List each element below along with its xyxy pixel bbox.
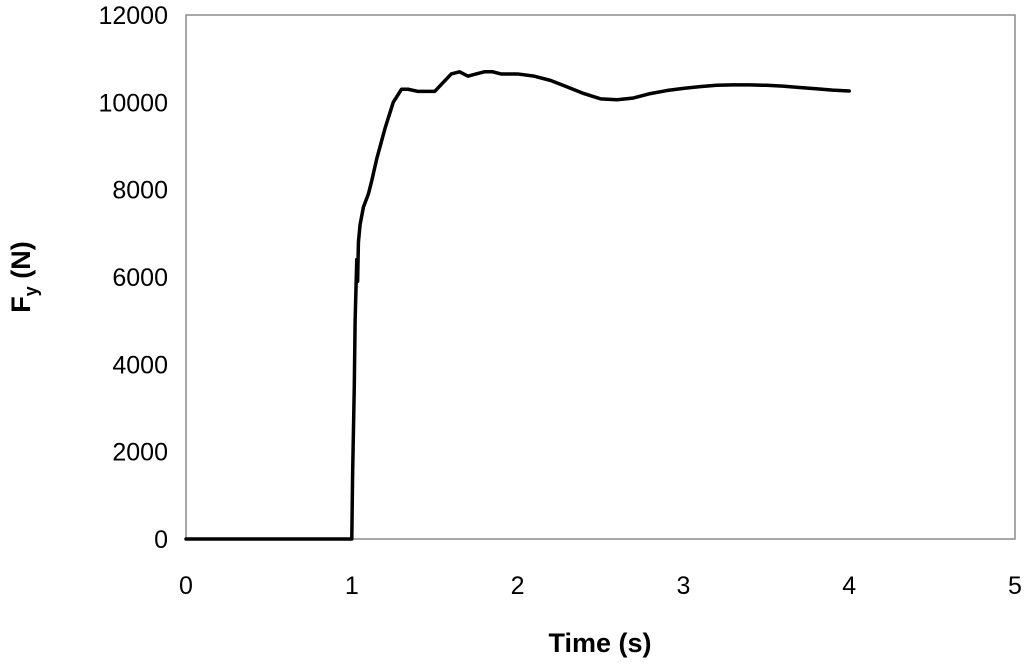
x-tick-label: 2 — [511, 572, 525, 600]
y-tick-label: 0 — [154, 526, 168, 554]
y-axis-title-main: F — [6, 296, 36, 313]
x-tick-label: 3 — [676, 572, 690, 600]
x-tick-label: 4 — [842, 572, 856, 600]
y-axis-title-subscript: y — [21, 286, 41, 296]
y-axis-title-unit: (N) — [6, 241, 36, 286]
x-tick-label: 5 — [1008, 572, 1022, 600]
x-axis-ticks: 0 1 2 3 4 5 — [179, 572, 1022, 600]
y-tick-label: 6000 — [112, 264, 168, 292]
series-line — [184, 70, 851, 541]
y-tick-label: 2000 — [112, 439, 168, 467]
x-tick-label: 0 — [179, 572, 193, 600]
plot-frame — [185, 14, 1016, 540]
x-tick-label: 1 — [345, 572, 359, 600]
y-axis-ticks: 0 2000 4000 6000 8000 10000 12000 — [98, 2, 168, 554]
y-axis-title: Fy (N) — [6, 241, 41, 313]
y-tick-label: 12000 — [98, 2, 168, 30]
y-tick-label: 10000 — [98, 89, 168, 117]
y-tick-label: 8000 — [112, 177, 168, 205]
y-tick-label: 4000 — [112, 351, 168, 379]
x-axis-title: Time (s) — [548, 628, 651, 658]
